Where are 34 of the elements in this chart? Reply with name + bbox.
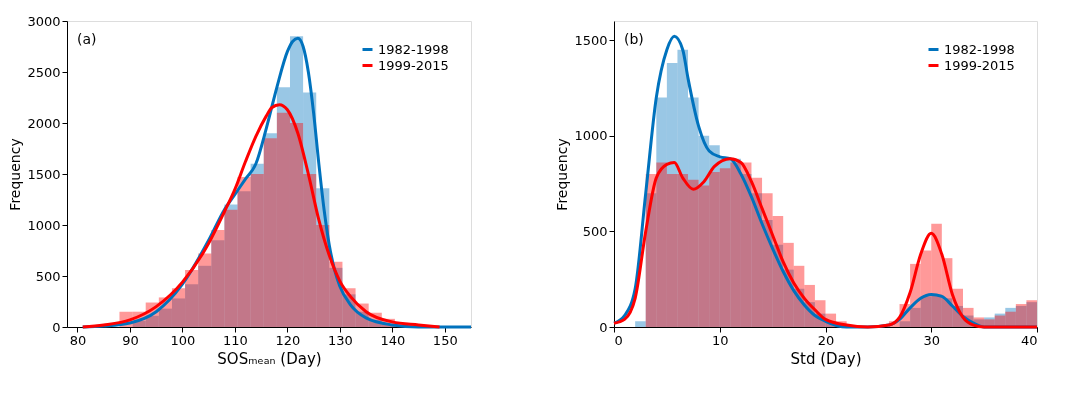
legend-label: 1982-1998 (378, 41, 449, 57)
y-tick-label: 2500 (27, 64, 61, 80)
legend-label: 1982-1998 (944, 41, 1015, 57)
y-tick-label: 1500 (27, 166, 61, 182)
x-tick-label: 120 (275, 332, 301, 348)
x-tick-label: 90 (122, 332, 139, 348)
y-tick-label: 1500 (574, 32, 608, 48)
x-tick-label: 20 (817, 332, 835, 348)
x-tick-label: 0 (614, 332, 623, 348)
y-tick-label: 3000 (27, 13, 61, 29)
legend-label: 1999-2015 (944, 57, 1015, 73)
x-tick-label: 130 (327, 332, 353, 348)
x-tick-label: 150 (432, 332, 458, 348)
x-tick-label: 100 (170, 332, 196, 348)
y-tick-label: 500 (35, 268, 61, 284)
y-tick-label: 0 (52, 319, 61, 335)
y-axis-title: Frequency (7, 138, 24, 211)
y-tick-label: 0 (599, 319, 608, 335)
x-axis-title: Std (Day) (790, 349, 862, 368)
y-axis-title: Frequency (554, 138, 571, 211)
x-axis-title: SOSₘₑₐₙ (Day) (217, 349, 322, 368)
x-tick-label: 80 (69, 332, 87, 348)
annotation: (a) (77, 31, 97, 47)
y-tick-label: 500 (582, 223, 608, 239)
x-tick-label: 30 (923, 332, 941, 348)
x-tick-label: 40 (1020, 332, 1038, 348)
y-tick-label: 1000 (27, 217, 61, 233)
y-tick-label: 1000 (574, 128, 608, 144)
legend-label: 1999-2015 (378, 57, 449, 73)
x-tick-label: 110 (222, 332, 248, 348)
x-tick-label: 10 (711, 332, 729, 348)
y-tick-label: 2000 (27, 115, 61, 131)
annotation: (b) (624, 31, 644, 47)
x-tick-label: 140 (380, 332, 406, 348)
